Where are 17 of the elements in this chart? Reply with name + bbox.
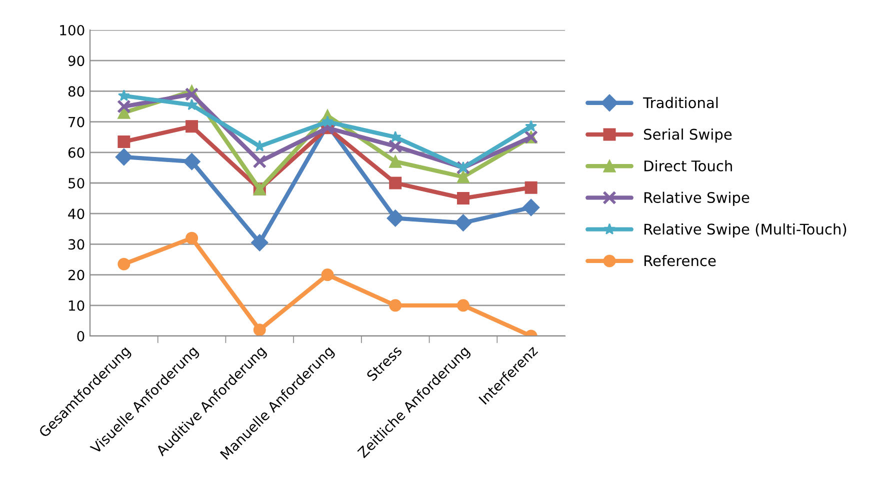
y-tick-label: 70 bbox=[68, 116, 84, 128]
y-tick-label: 10 bbox=[68, 300, 84, 311]
legend-label: Reference bbox=[644, 254, 716, 266]
y-tick-label: 0 bbox=[77, 330, 84, 342]
y-tick-label: 60 bbox=[68, 147, 84, 158]
legend-label: Serial Swipe bbox=[644, 128, 732, 143]
y-tick-label: 90 bbox=[68, 56, 84, 66]
y-tick-label: 50 bbox=[68, 178, 84, 188]
y-tick-label: 30 bbox=[68, 239, 84, 250]
legend-label: Relative Swipe (Multi-Touch) bbox=[644, 223, 846, 238]
y-tick-label: 40 bbox=[68, 208, 84, 220]
y-tick-label: 100 bbox=[60, 24, 84, 36]
y-tick-label: 80 bbox=[68, 86, 84, 97]
legend-label: Relative Swipe bbox=[644, 192, 750, 206]
legend-label: Direct Touch bbox=[644, 160, 732, 172]
legend-label: Traditional bbox=[643, 96, 718, 108]
y-tick-label: 20 bbox=[68, 270, 84, 280]
